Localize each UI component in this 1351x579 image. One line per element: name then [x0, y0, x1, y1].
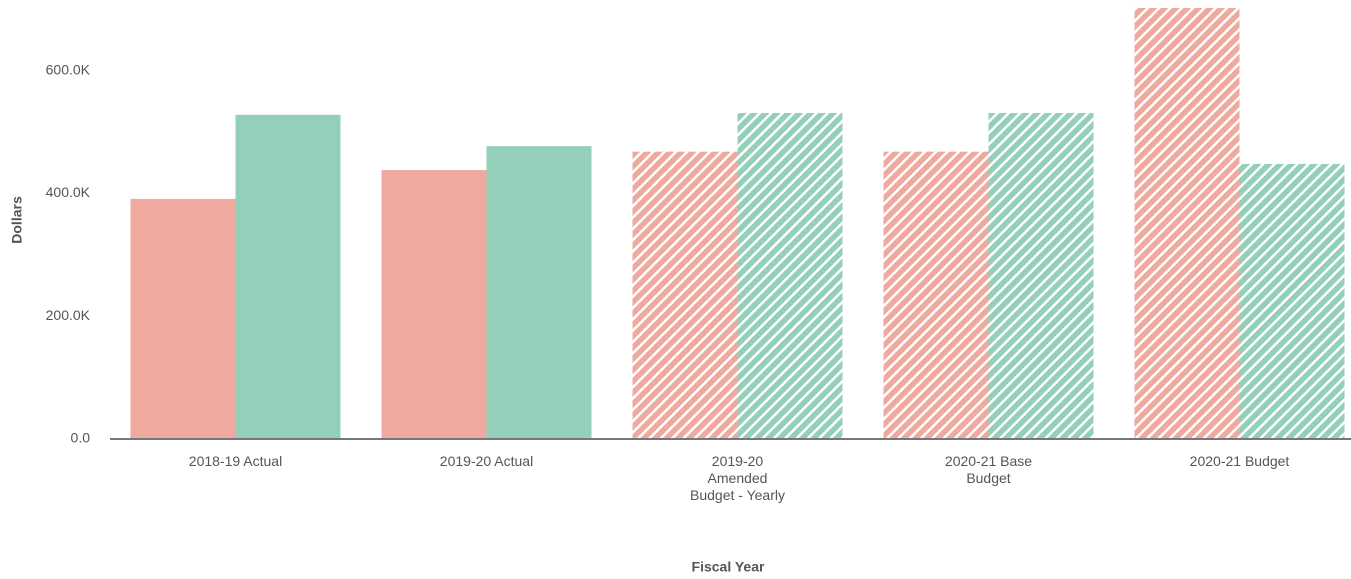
x-tick-label: 2018-19 Actual — [188, 453, 283, 469]
bar — [130, 198, 236, 439]
bar — [1239, 163, 1345, 439]
bar — [883, 151, 989, 439]
y-tick-label: 400.0K — [46, 184, 91, 200]
x-tick-label: 2019-20 Amended Budget - Yearly — [690, 453, 785, 503]
x-tick-label: 2020-21 Budget — [1189, 453, 1290, 469]
bar — [632, 151, 738, 439]
bar — [381, 170, 487, 439]
y-axis-title: Dollars — [9, 196, 25, 244]
y-tick-label: 200.0K — [46, 307, 91, 323]
bar — [1134, 7, 1240, 440]
y-tick-label: 0.0 — [71, 430, 91, 446]
x-tick-label: 2020-21 Base Budget — [944, 453, 1033, 486]
bar — [235, 114, 341, 440]
bar — [988, 112, 1094, 440]
y-tick-label: 600.0K — [46, 61, 91, 77]
bar — [486, 146, 592, 440]
x-axis-title: Fiscal Year — [692, 559, 765, 575]
x-tick-label: 2019-20 Actual — [439, 453, 534, 469]
bar — [737, 112, 843, 440]
